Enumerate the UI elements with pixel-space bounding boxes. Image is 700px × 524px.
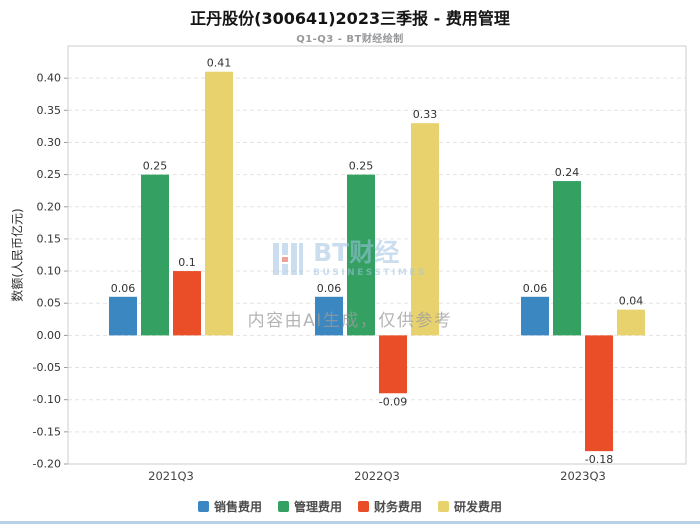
bar-rd-2023Q3 [617,309,645,336]
y-tick-label: 0.40 [37,72,62,85]
y-tick-label: 0.30 [37,136,62,149]
bar-value-label: -0.09 [379,395,407,408]
legend-item-rd: 研发费用 [438,498,502,515]
legend-swatch [277,501,289,512]
chart-title: 正丹股份(300641)2023三季报 - 费用管理 [190,9,510,28]
y-tick-label: -0.05 [33,361,61,374]
bar-value-label: 0.06 [111,282,136,295]
y-tick-label: 0.00 [37,329,62,342]
bar-rd-2022Q3 [411,123,439,336]
bar-finance-2021Q3 [173,271,201,336]
y-tick-label: 0.35 [37,104,62,117]
x-tick-label: 2021Q3 [148,469,194,483]
y-tick-label: -0.20 [33,458,61,471]
legend-swatch [358,501,369,512]
bar-value-label: -0.18 [585,453,613,466]
legend-label: 销售费用 [213,500,262,514]
bar-admin-2023Q3 [553,181,581,336]
bar-finance-2023Q3 [585,335,613,452]
plot-border [67,45,687,465]
bar-value-label: 0.04 [619,295,644,308]
chart-subtitle: Q1-Q3 - BT财经绘制 [296,34,404,45]
legend-label: 管理费用 [293,500,342,514]
bar-chart-plot: -0.20 -0.15 -0.10 -0.05 0.00 0.05 0.10 0.15 0.20… [33,45,687,483]
x-tick-label: 2022Q3 [354,469,400,483]
bar-value-label: 0.06 [317,282,342,295]
legend-item-admin: 管理费用 [277,498,342,515]
legend-item-finance: 财务费用 [358,498,422,515]
bar-value-label: 0.25 [143,160,168,173]
bar-finance-2022Q3 [379,335,407,394]
y-tick-label: 0.20 [37,200,62,213]
legend-swatch [438,501,450,512]
y-tick-label: -0.10 [33,393,61,406]
bar-admin-2021Q3 [141,174,169,336]
y-tick-label: 0.10 [37,265,62,278]
bar-value-label: 0.1 [178,256,196,269]
bar-value-label: 0.41 [207,57,232,70]
y-tick-label: -0.15 [33,425,61,438]
bar-sales-2021Q3 [109,296,137,336]
bar-admin-2022Q3 [347,174,375,336]
x-tick-label: 2023Q3 [560,469,606,483]
legend-label: 财务费用 [374,500,423,514]
bar-value-label: 0.33 [413,108,438,121]
legend-label: 研发费用 [454,500,503,514]
y-tick-label: 0.05 [37,297,62,310]
bar-value-label: 0.24 [555,166,580,179]
bar-rd-2021Q3 [205,71,233,336]
bottom-accent-strip [0,521,700,524]
legend: 销售费用 管理费用 财务费用 研发费用 [0,498,700,515]
bar-value-label: 0.25 [349,160,374,173]
bar-sales-2023Q3 [521,296,549,336]
y-tick-label: 0.25 [37,168,62,181]
legend-item-sales: 销售费用 [197,498,262,515]
bar-sales-2022Q3 [315,296,343,336]
bar-value-label: 0.06 [523,282,548,295]
legend-swatch [197,501,209,512]
y-tick-label: 0.15 [37,232,62,245]
